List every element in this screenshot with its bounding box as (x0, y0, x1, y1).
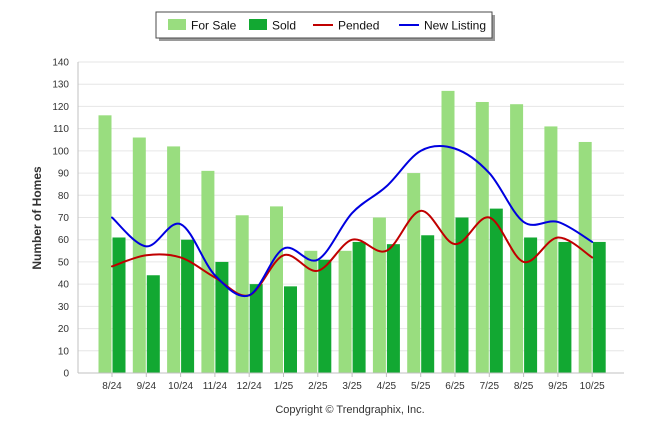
bar-for-sale-8/25 (510, 104, 524, 373)
legend-label-sold: Sold (272, 19, 296, 33)
y-tick-label-20: 20 (58, 324, 70, 335)
bar-for-sale-10/24 (167, 146, 181, 373)
bar-sold-3/25 (352, 241, 366, 373)
bar-for-sale-12/24 (235, 215, 249, 373)
x-tick-label-7/25: 7/25 (480, 381, 500, 392)
bar-for-sale-11/24 (201, 170, 215, 373)
y-tick-label-140: 140 (52, 58, 69, 69)
x-tick-label-10/25: 10/25 (580, 381, 605, 392)
bar-sold-1/25 (284, 286, 297, 373)
x-tick-label-4/25: 4/25 (377, 381, 397, 392)
y-tick-label-30: 30 (58, 302, 70, 313)
bar-for-sale-3/25 (338, 250, 352, 373)
y-tick-label-70: 70 (58, 213, 70, 224)
bar-for-sale-9/24 (132, 137, 146, 373)
bar-sold-2/25 (318, 259, 332, 373)
line-pended (111, 209, 594, 297)
x-tick-label-8/24: 8/24 (102, 381, 122, 392)
bar-sold-12/24 (249, 284, 263, 373)
lines (111, 144, 594, 298)
bar-sold-6/25 (455, 217, 469, 373)
bar-sold-10/25 (592, 241, 606, 373)
axes: 0 10 20 30 40 50 60 70 80 90 100 110 120 130 140 8/24 9/… (52, 58, 624, 392)
y-tick-label-60: 60 (58, 235, 70, 246)
bar-sold-11/24 (215, 261, 229, 373)
y-tick-label-0: 0 (63, 369, 69, 380)
bar-sold-8/25 (524, 237, 538, 373)
bar-for-sale-8/24 (98, 115, 112, 374)
y-tick-label-120: 120 (52, 102, 69, 113)
x-tick-label-10/24: 10/24 (168, 381, 193, 392)
legend: For Sale Sold Pended New Listing (155, 11, 495, 41)
x-tick-label-9/25: 9/25 (548, 381, 568, 392)
x-tick-label-9/24: 9/24 (137, 381, 157, 392)
x-tick-label-3/25: 3/25 (342, 381, 362, 392)
bar-sold-7/25 (489, 208, 503, 373)
y-tick-label-80: 80 (58, 191, 70, 202)
x-tick-label-8/25: 8/25 (514, 381, 534, 392)
line-new-listing (111, 144, 594, 298)
x-tick-label-6/25: 6/25 (445, 381, 465, 392)
legend-label-pended: Pended (338, 19, 379, 33)
x-tick-label-11/24: 11/24 (203, 381, 228, 392)
bar-for-sale-6/25 (441, 90, 455, 373)
x-tick-label-5/25: 5/25 (411, 381, 431, 392)
bar-for-sale-7/25 (475, 101, 489, 373)
x-tick-label-1/25: 1/25 (274, 381, 294, 392)
bar-sold-9/24 (146, 275, 160, 373)
bar-sold-5/25 (421, 235, 435, 373)
y-tick-label-40: 40 (58, 280, 70, 291)
legend-label-new-listing: New Listing (424, 19, 486, 33)
bar-for-sale-4/25 (372, 217, 386, 373)
x-tick-label-2/25: 2/25 (308, 381, 328, 392)
y-tick-label-10: 10 (58, 346, 70, 357)
bar-sold-9/25 (558, 241, 572, 373)
y-tick-label-90: 90 (58, 169, 70, 180)
bar-sold-4/25 (386, 244, 400, 373)
bar-sold-10/24 (181, 239, 195, 373)
bar-for-sale-9/25 (544, 126, 558, 374)
bar-for-sale-10/25 (578, 141, 592, 373)
bars (98, 90, 606, 374)
x-tick-label-12/24: 12/24 (237, 381, 262, 392)
bar-for-sale-2/25 (304, 250, 318, 373)
legend-label-for-sale: For Sale (191, 19, 237, 33)
legend-swatch-for-sale (168, 19, 186, 30)
y-axis-title: Number of Homes (30, 166, 44, 270)
bar-sold-8/24 (112, 237, 126, 373)
y-tick-label-130: 130 (52, 80, 69, 91)
copyright-text: Copyright © Trendgraphix, Inc. (275, 404, 424, 416)
bar-for-sale-5/25 (407, 173, 421, 373)
y-tick-label-100: 100 (52, 146, 69, 157)
legend-swatch-sold (249, 19, 267, 30)
y-tick-label-110: 110 (53, 124, 69, 135)
bar-for-sale-1/25 (270, 206, 283, 373)
y-tick-label-50: 50 (58, 257, 70, 268)
